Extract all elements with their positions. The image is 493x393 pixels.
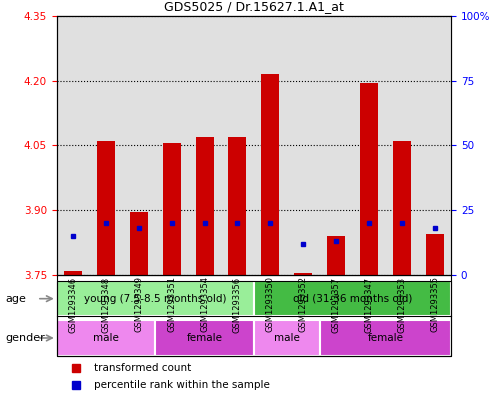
Text: female: female [186, 333, 223, 343]
Bar [360, 83, 378, 275]
Title: GDS5025 / Dr.15627.1.A1_at: GDS5025 / Dr.15627.1.A1_at [164, 0, 344, 13]
Text: male: male [274, 333, 300, 343]
Bar [393, 141, 411, 275]
Bar [228, 137, 246, 275]
Text: percentile rank within the sample: percentile rank within the sample [94, 380, 270, 390]
Bar [155, 320, 254, 356]
Text: transformed count: transformed count [94, 362, 191, 373]
Text: old (31-36 months old): old (31-36 months old) [293, 294, 412, 304]
Bar [130, 212, 148, 275]
Bar [425, 234, 444, 275]
Bar [97, 141, 115, 275]
Bar [64, 271, 82, 275]
Bar [254, 320, 319, 356]
Bar [261, 74, 280, 275]
Bar [196, 137, 213, 275]
Bar [319, 320, 451, 356]
Bar [294, 273, 312, 275]
Bar [57, 281, 254, 316]
Bar [57, 320, 155, 356]
Text: female: female [367, 333, 403, 343]
Text: male: male [93, 333, 119, 343]
Bar [254, 281, 451, 316]
Bar [327, 236, 345, 275]
Text: gender: gender [5, 333, 45, 343]
Bar [163, 143, 181, 275]
Text: age: age [5, 294, 26, 304]
Text: young (7.5-8.5 months old): young (7.5-8.5 months old) [84, 294, 227, 304]
